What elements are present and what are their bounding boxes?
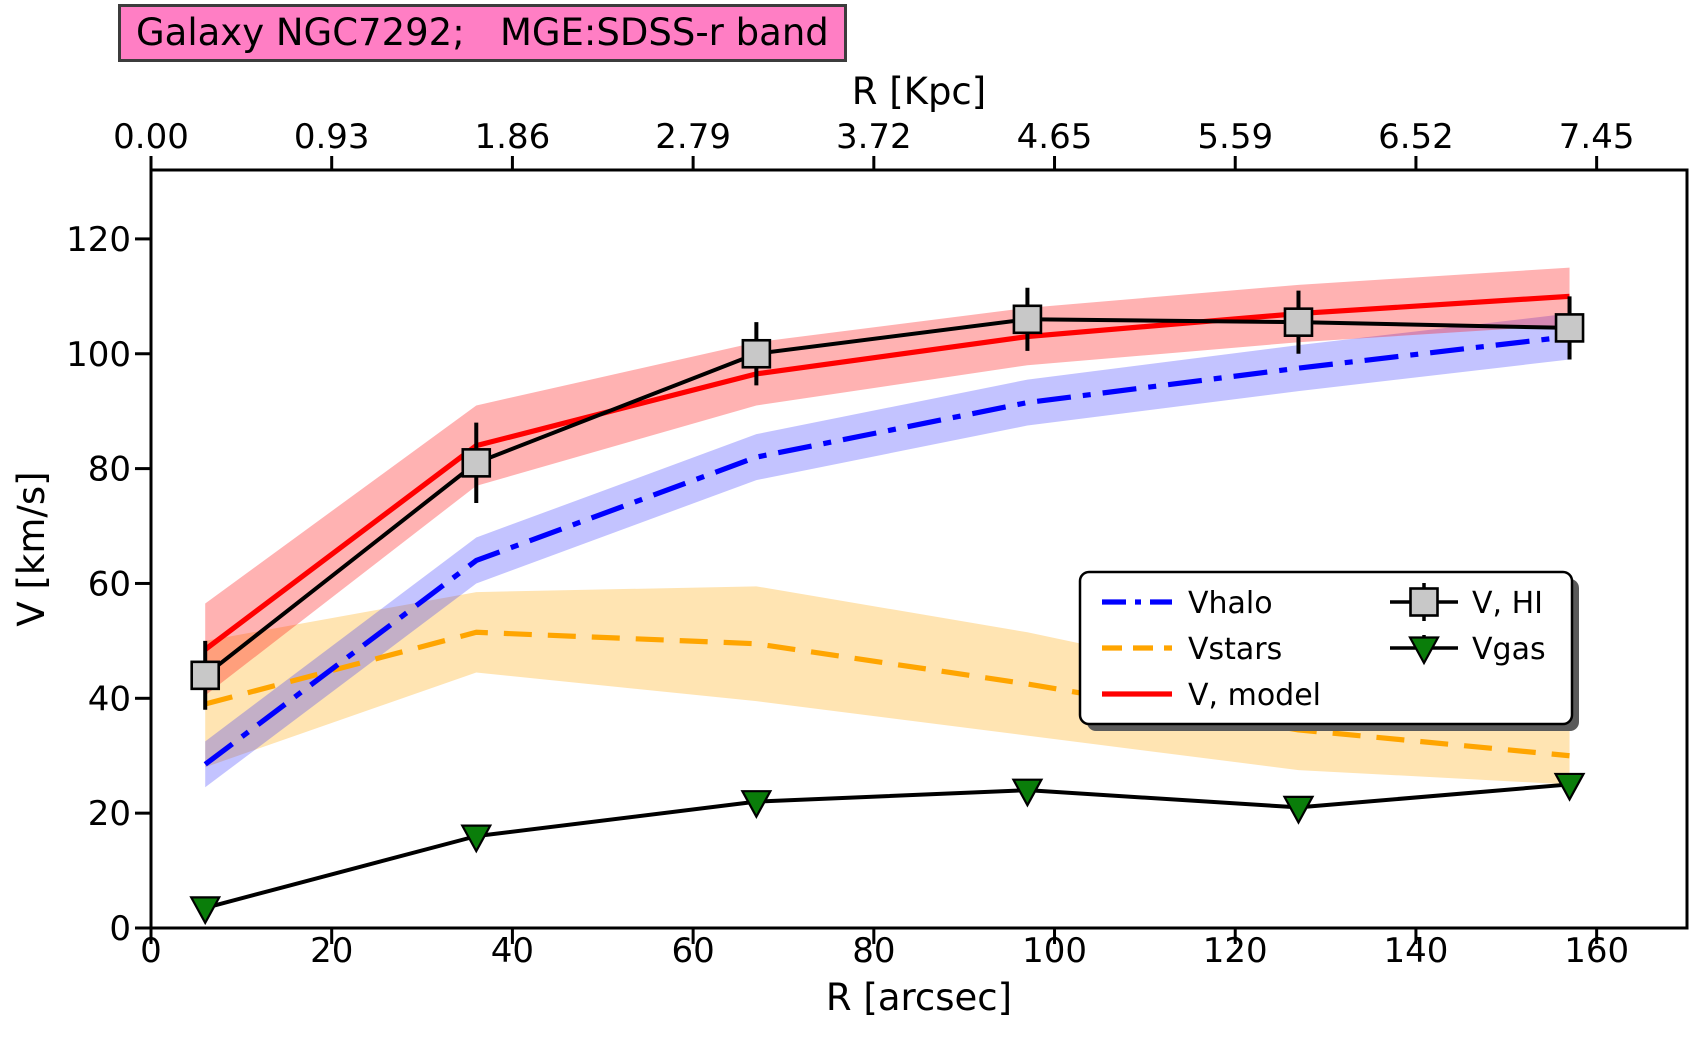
y-tick-label: 80 [88,450,131,490]
legend-label: Vhalo [1188,586,1273,621]
top-tick-label: 7.45 [1559,117,1635,157]
x-axis: 0 20 40 60 80 100 120 140 160 R [arcsec] [140,928,1629,1019]
band-vhalo [205,313,1570,788]
legend-entry-vstars: Vstars [1102,632,1282,667]
legend-entry-v-hi: V, HI [1390,583,1543,621]
x-tick-label: 160 [1564,931,1629,971]
vgas-marker [740,790,773,819]
x-tick-label: 120 [1203,931,1268,971]
top-tick-label: 2.79 [655,117,731,157]
top-tick-label: 4.65 [1017,117,1093,157]
legend-box [1078,570,1574,726]
legend-label: V, HI [1472,586,1543,621]
vgas-marker [1282,795,1315,825]
v-hi-marker [190,660,221,691]
legend-label: Vgas [1472,632,1546,667]
series-v-hi-line [203,317,1570,677]
x-tick-label: 100 [1022,931,1087,971]
plot-root: 0 20 40 60 80 100 120 140 160 R [arcsec] 0.00 0.93 1… [10,70,1689,1019]
legend-label: Vstars [1188,632,1282,667]
top-tick-label: 1.86 [475,117,551,157]
series-vgas [189,772,1586,926]
x-tick-label: 60 [671,931,714,971]
top-tick-label: 0.00 [113,117,189,157]
legend-entry-v-model: V, model [1102,678,1321,713]
series-vgas-line [204,782,1570,910]
legend-entry-vhalo: Vhalo [1102,586,1273,621]
x-tick-label: 0 [140,931,162,971]
v-hi-marker [741,338,772,369]
y-tick-label: 20 [88,794,131,834]
top-axis-label: R [Kpc] [852,70,986,113]
x-axis-label: R [arcsec] [826,976,1012,1019]
plot-frame [149,168,1689,930]
y-tick-label: 0 [109,909,131,949]
v-hi-marker [1012,304,1043,335]
top-tick-label: 3.72 [836,117,912,157]
legend-entry-vgas: Vgas [1390,632,1546,667]
y-tick-label: 60 [88,564,131,604]
plot-title: Galaxy NGC7292; MGE:SDSS-r band [136,11,829,54]
legend-vgas-marker [1408,636,1440,666]
v-hi-marker [461,448,492,478]
vgas-marker [1553,772,1586,802]
v-hi-marker [1554,313,1585,343]
x-tick-label: 80 [852,931,895,971]
y-axis: 0 20 40 60 80 100 120 V [km/s] [10,220,151,949]
x-tick-label: 20 [310,931,353,971]
series-v-model-line [203,293,1570,652]
top-axis: 0.00 0.93 1.86 2.79 3.72 4.65 5.59 6.52 7.45 R [K… [113,70,1634,170]
series-v-hi [190,287,1585,710]
y-tick-label: 100 [66,335,131,375]
legend-v-hi-marker [1409,587,1439,617]
legend: Vhalo Vstars V, model V, HI Vgas [1078,570,1579,731]
band-vstars [205,586,1570,785]
y-axis-label: V [km/s] [10,471,53,626]
x-tick-label: 40 [491,931,534,971]
series-vstars-line [204,629,1570,759]
vgas-marker [189,896,222,926]
y-tick-label: 40 [88,679,131,719]
series-vhalo-line [203,333,1570,767]
top-tick-label: 0.93 [294,117,370,157]
top-tick-label: 6.52 [1378,117,1454,157]
vgas-marker [460,824,493,854]
x-tick-label: 140 [1383,931,1448,971]
plot-title-box: Galaxy NGC7292; MGE:SDSS-r band [118,4,847,62]
y-tick-label: 120 [66,220,131,260]
vgas-marker [1011,778,1044,808]
v-hi-marker [1283,307,1314,337]
legend-label: V, model [1188,678,1321,713]
top-tick-label: 5.59 [1197,117,1273,157]
